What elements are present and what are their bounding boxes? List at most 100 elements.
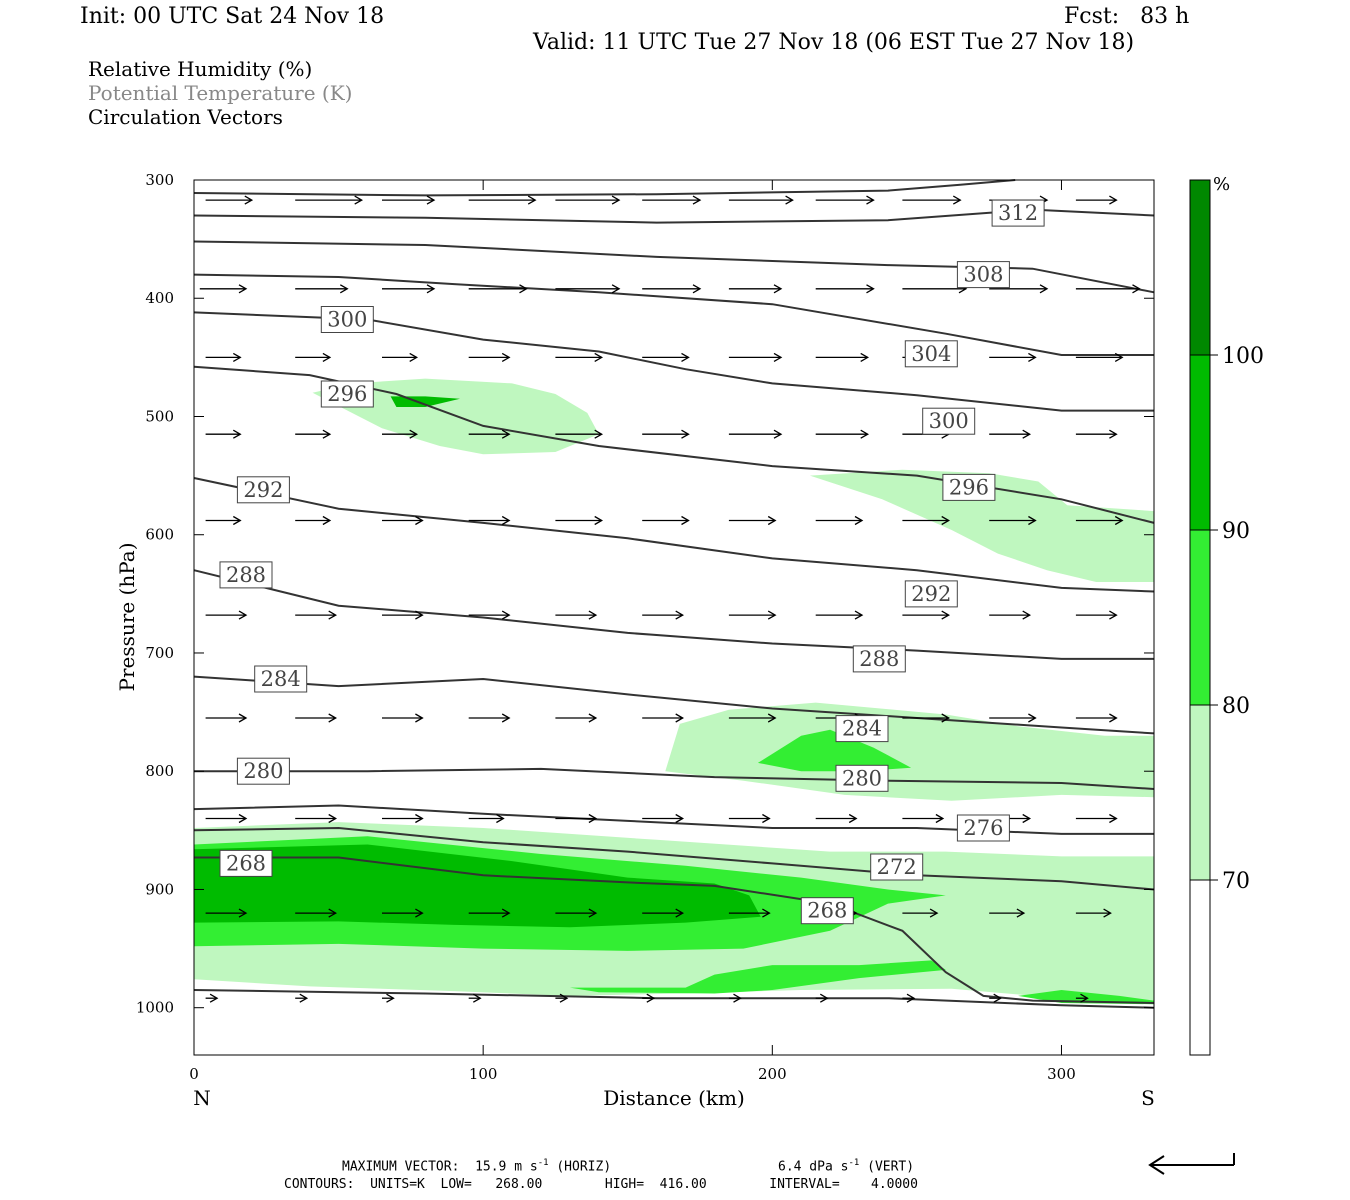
- y-axis-label: Pressure (hPa): [115, 543, 139, 692]
- vector-layer: [199, 195, 1141, 1003]
- contour-label-text: 280: [842, 766, 882, 790]
- contour-label: 292: [904, 580, 958, 608]
- vector-arrowhead: [415, 515, 424, 526]
- vector-arrowhead: [767, 515, 777, 526]
- vector-arrowhead: [238, 908, 248, 918]
- vector-arrowhead: [238, 610, 248, 620]
- rh-region-80-90: [757, 729, 912, 772]
- vector-arrowhead: [232, 352, 242, 362]
- vector-arrowhead: [209, 993, 219, 1003]
- vector-arrowhead: [238, 713, 248, 723]
- contour-label-box: [852, 645, 906, 673]
- vector-arrowhead: [322, 352, 332, 362]
- theta-contour-292: [193, 477, 1155, 593]
- vector-arrowhead: [993, 993, 1003, 1003]
- plot-frame: [193, 179, 1155, 1056]
- colorbar-tick-label: 90: [1222, 519, 1250, 544]
- contour-label-box: [219, 561, 273, 589]
- contour-label: 284: [835, 715, 889, 743]
- vector-arrowhead: [1028, 352, 1037, 362]
- vector-arrowhead: [941, 610, 951, 620]
- vector-arrowhead: [1022, 813, 1032, 824]
- y-tick-label: 500: [145, 407, 174, 425]
- vector-arrowhead: [238, 284, 248, 294]
- vector-arrowhead: [594, 515, 604, 526]
- contours-info: CONTOURS: UNITS=K LOW= 268.00 HIGH= 416.…: [284, 1177, 918, 1192]
- contour-label: 300: [320, 306, 374, 333]
- contour-label-box: [835, 715, 889, 743]
- vector-arrowhead: [1132, 284, 1141, 294]
- contour-label: 292: [236, 476, 290, 504]
- vector-arrowhead: [1109, 429, 1118, 439]
- vector-arrowhead: [611, 195, 621, 205]
- vector-arrowhead: [675, 610, 685, 620]
- vector-arrowhead: [1103, 908, 1112, 918]
- valid-time: Valid: 11 UTC Tue 27 Nov 18 (06 EST Tue …: [533, 30, 1135, 55]
- vector-arrowhead: [322, 515, 332, 526]
- theta-contour-272: [193, 826, 1155, 891]
- legend-vectors: Circulation Vectors: [88, 105, 283, 129]
- contour-label-box: [904, 340, 958, 368]
- contour-label-text: 300: [327, 308, 367, 332]
- colorbar-unit: %: [1213, 174, 1230, 195]
- x-tick-label: 100: [469, 1065, 498, 1083]
- contour-label: 308: [956, 261, 1010, 289]
- vector-arrowhead: [1022, 610, 1032, 620]
- contour-label-text: 292: [911, 582, 951, 606]
- y-tick-label: 700: [145, 644, 174, 662]
- vector-arrowhead: [339, 284, 349, 294]
- vector-arrowhead: [854, 610, 864, 620]
- forecast-hour: Fcst: 83 h: [1064, 4, 1190, 29]
- vector-arrowhead: [415, 813, 424, 824]
- endpoint-south: S: [1141, 1086, 1155, 1110]
- vector-arrowhead: [1028, 515, 1037, 526]
- x-axis-label: Distance (km): [603, 1086, 745, 1110]
- vector-arrowhead: [773, 352, 783, 362]
- contour-label: 288: [219, 561, 273, 589]
- contour-label-box: [236, 757, 290, 785]
- contour-label-text: 312: [998, 201, 1038, 225]
- vector-arrowhead: [328, 813, 338, 824]
- contour-label: 296: [320, 380, 374, 408]
- contour-label-box: [904, 580, 958, 608]
- rh-region-80-90: [569, 960, 946, 994]
- contour-label-box: [254, 665, 308, 693]
- vector-arrowhead: [588, 713, 598, 723]
- contour-label: 276: [956, 814, 1010, 842]
- y-axis: 300 400 500 600 700 800 900 1000: [136, 171, 1154, 1017]
- vector-arrowhead: [819, 993, 829, 1003]
- vector-arrowhead: [409, 429, 419, 439]
- vector-arrowhead: [681, 515, 690, 526]
- vector-arrowhead: [1109, 713, 1118, 723]
- contour-label-text: 284: [842, 717, 882, 741]
- theta-contour-288: [193, 569, 1154, 660]
- contour-label-box: [991, 199, 1045, 227]
- contour-label-box: [236, 476, 290, 504]
- contour-label-text: 272: [877, 855, 917, 879]
- vector-arrowhead: [762, 908, 771, 918]
- contour-label-text: 292: [243, 478, 283, 502]
- contour-label: 304: [904, 340, 958, 368]
- theta-contour-284: [193, 675, 1155, 735]
- x-tick-label: 0: [189, 1065, 199, 1083]
- theta-contour-304: [193, 273, 1154, 356]
- vector-arrowhead: [386, 993, 395, 1003]
- y-tick-label: 300: [145, 171, 174, 189]
- y-tick-label: 1000: [136, 999, 174, 1017]
- endpoint-north: N: [193, 1086, 211, 1110]
- vector-arrowhead: [588, 610, 598, 620]
- contour-label-text: 304: [911, 342, 951, 366]
- contour-label: 312: [991, 199, 1045, 227]
- vector-arrowhead: [1028, 713, 1037, 723]
- x-tick-label: 200: [758, 1065, 787, 1083]
- vector-arrowhead: [1080, 993, 1089, 1003]
- vector-arrowhead: [1114, 515, 1124, 526]
- vector-arrowhead: [767, 610, 777, 620]
- contour-label-text: 268: [226, 851, 266, 875]
- vector-arrowhead: [1022, 429, 1032, 439]
- contour-label-text: 296: [327, 382, 367, 406]
- colorbar-band-80: [1189, 529, 1211, 706]
- y-tick-label: 600: [145, 526, 174, 544]
- vector-arrowhead: [501, 352, 511, 362]
- rh-region-90-100: [194, 844, 761, 928]
